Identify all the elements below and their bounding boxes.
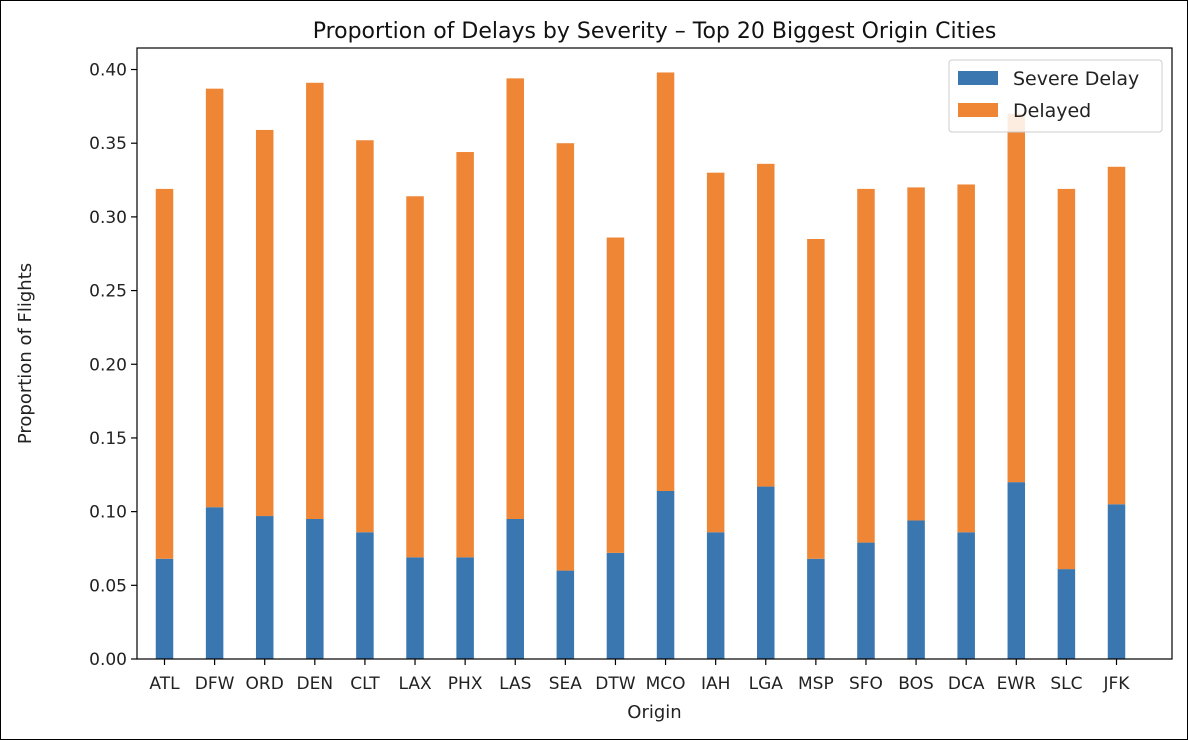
x-tick-label-atl: ATL <box>149 674 180 694</box>
bar-severe-lax <box>406 557 424 659</box>
bar-delayed-sea <box>556 143 575 571</box>
bar-delayed-phx <box>456 152 474 558</box>
bar-delayed-dfw <box>205 88 224 508</box>
y-tick-label: 0.00 <box>89 650 127 670</box>
x-tick-label-sea: SEA <box>549 674 583 694</box>
bar-severe-las <box>506 519 524 659</box>
bar-delayed-slc <box>1057 188 1076 570</box>
x-tick-label-las: LAS <box>499 674 531 694</box>
bar-delayed-las <box>506 78 524 520</box>
x-tick-label-dtw: DTW <box>595 674 635 694</box>
x-tick-label-clt: CLT <box>350 674 380 694</box>
x-tick-label-iah: IAH <box>701 674 730 694</box>
legend-box <box>948 59 1163 133</box>
bar-delayed-iah <box>706 172 725 533</box>
x-tick-label-dfw: DFW <box>195 674 235 694</box>
bar-delayed-ewr <box>1007 113 1026 483</box>
bar-severe-jfk <box>1107 504 1126 659</box>
x-tick-label-lga: LGA <box>749 674 784 694</box>
x-tick-label-jfk: JFK <box>1103 674 1131 694</box>
bar-delayed-sfo <box>857 188 875 543</box>
y-axis-ticks: 0.00 0.05 0.10 0.15 0.20 0.25 0.30 0.35 0.40 <box>89 61 137 670</box>
bar-severe-sea <box>556 570 575 659</box>
bar-severe-msp <box>807 558 825 659</box>
x-tick-label-dca: DCA <box>948 674 985 694</box>
legend-label-delayed: Delayed <box>1013 100 1091 122</box>
x-tick-label-bos: BOS <box>898 674 934 694</box>
x-tick-label-den: DEN <box>297 674 334 694</box>
bars-group <box>155 72 1126 659</box>
x-tick-label-sfo: SFO <box>849 674 883 694</box>
bar-severe-lga <box>757 486 775 659</box>
bar-severe-atl <box>155 558 174 659</box>
y-tick-label: 0.35 <box>89 134 127 154</box>
x-tick-label-mco: MCO <box>646 674 686 694</box>
legend-swatch-severe-delay <box>958 71 998 85</box>
legend: Severe Delay Delayed <box>948 59 1163 133</box>
bar-severe-bos <box>907 520 925 659</box>
x-tick-label-ewr: EWR <box>997 674 1037 694</box>
legend-label-severe-delay: Severe Delay <box>1013 68 1139 90</box>
y-tick-label: 0.40 <box>89 61 127 81</box>
y-tick-label: 0.10 <box>89 503 127 523</box>
bar-delayed-msp <box>807 238 825 559</box>
bar-severe-dfw <box>205 507 224 659</box>
y-axis-label: Proportion of Flights <box>15 263 36 444</box>
bar-severe-clt <box>356 532 374 659</box>
bar-delayed-den <box>306 82 324 519</box>
bar-delayed-bos <box>907 187 925 521</box>
x-axis-ticks: ATL DFW ORD DEN CLT LAX PHX LAS SEA DTW MCO IAH LGA M… <box>149 659 1130 694</box>
y-tick-label: 0.20 <box>89 355 127 375</box>
bar-delayed-dtw <box>606 237 625 553</box>
x-tick-label-slc: SLC <box>1050 674 1082 694</box>
bar-severe-phx <box>456 557 474 659</box>
y-tick-label: 0.30 <box>89 208 127 228</box>
x-tick-label-ord: ORD <box>246 674 284 694</box>
x-tick-label-lax: LAX <box>398 674 431 694</box>
bar-delayed-lga <box>757 163 775 487</box>
x-tick-label-phx: PHX <box>448 674 483 694</box>
bar-severe-slc <box>1057 569 1076 659</box>
bar-severe-dca <box>957 532 975 659</box>
bar-delayed-dca <box>957 184 975 533</box>
bar-delayed-jfk <box>1107 166 1126 505</box>
bar-delayed-lax <box>406 196 424 558</box>
y-tick-label: 0.25 <box>89 282 127 302</box>
bar-severe-ord <box>255 516 274 659</box>
x-axis-label: Origin <box>627 702 681 723</box>
bar-severe-den <box>306 519 324 659</box>
x-tick-label-msp: MSP <box>798 674 834 694</box>
bar-delayed-clt <box>356 140 374 533</box>
y-tick-label: 0.15 <box>89 429 127 449</box>
bar-severe-iah <box>706 532 725 659</box>
plot-area-frame <box>136 47 1173 660</box>
bar-severe-dtw <box>606 552 625 659</box>
legend-swatch-delayed <box>958 103 998 117</box>
bar-severe-mco <box>656 491 675 659</box>
chart-title: Proportion of Delays by Severity – Top 2… <box>313 19 997 44</box>
bar-severe-sfo <box>857 542 875 659</box>
bar-delayed-mco <box>656 72 675 491</box>
bar-delayed-ord <box>255 129 274 517</box>
bar-severe-ewr <box>1007 482 1026 659</box>
y-tick-label: 0.05 <box>89 576 127 596</box>
bar-delayed-atl <box>155 188 174 559</box>
